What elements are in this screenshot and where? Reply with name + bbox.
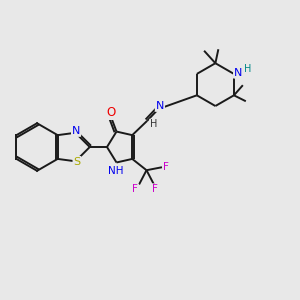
Text: NH: NH: [108, 166, 123, 176]
Text: F: F: [132, 184, 138, 194]
Text: N: N: [72, 126, 80, 136]
Text: N: N: [156, 101, 164, 111]
Text: S: S: [74, 157, 80, 167]
Text: F: F: [152, 184, 158, 194]
Text: F: F: [163, 162, 169, 172]
Text: O: O: [106, 106, 115, 119]
Text: N: N: [234, 68, 242, 78]
Text: H: H: [244, 64, 251, 74]
Text: H: H: [150, 119, 157, 129]
